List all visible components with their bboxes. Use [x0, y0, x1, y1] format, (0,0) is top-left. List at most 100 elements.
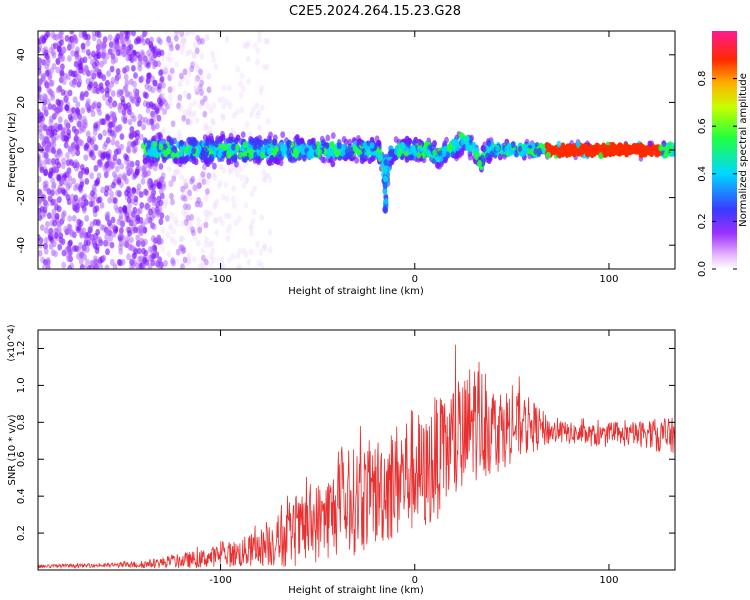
spectral-point — [66, 198, 72, 206]
spectral-point — [152, 164, 158, 172]
spectral-point — [252, 157, 258, 164]
spectral-point — [425, 148, 431, 156]
spectral-point — [537, 147, 542, 155]
spectral-point — [118, 240, 124, 248]
spectral-point — [259, 214, 265, 222]
spectral-point — [84, 142, 89, 150]
spectral-point — [129, 236, 134, 244]
spectral-point — [254, 102, 259, 109]
spectral-point — [453, 139, 459, 147]
spectral-point — [138, 228, 144, 235]
spectral-point — [205, 34, 211, 41]
spectral-point — [59, 69, 65, 77]
spectral-point — [139, 237, 145, 245]
figure-title: C2E5.2024.264.15.23.G28 — [289, 4, 461, 19]
spectral-point — [224, 98, 229, 106]
spectral-point — [87, 83, 92, 91]
spectral-point — [95, 236, 101, 243]
spectral-point — [150, 235, 156, 243]
spectral-point — [321, 139, 326, 147]
spectral-point — [497, 153, 503, 161]
spectral-point — [95, 228, 101, 236]
spectral-point — [201, 178, 207, 186]
spectral-point — [135, 188, 141, 195]
spectral-point — [151, 146, 157, 153]
spectral-point — [65, 152, 70, 159]
spectral-point — [203, 209, 208, 216]
spectral-point — [146, 62, 151, 69]
spectral-point — [255, 112, 260, 120]
spectral-point — [85, 258, 90, 266]
spectral-point — [206, 241, 212, 249]
spectral-point — [59, 55, 65, 63]
spectral-point — [221, 263, 227, 269]
spectral-point — [137, 60, 143, 68]
spectral-point — [151, 252, 157, 260]
spectral-point — [235, 134, 241, 142]
spectral-point — [129, 125, 135, 133]
spectral-point — [177, 31, 183, 36]
y-tick-label: 0.4 — [16, 488, 27, 504]
spectral-point — [146, 49, 152, 57]
spectral-point — [136, 37, 142, 45]
spectral-point — [132, 252, 137, 259]
spectral-point — [185, 214, 191, 222]
spectral-point — [158, 218, 164, 226]
spectral-point — [146, 148, 152, 156]
spectral-point — [228, 136, 234, 144]
spectral-point — [240, 131, 246, 139]
spectral-point — [233, 219, 239, 227]
spectral-point — [92, 129, 98, 136]
spectral-point — [143, 31, 148, 37]
spectral-point — [265, 117, 271, 125]
spectral-point — [218, 163, 224, 171]
spectral-point — [178, 236, 184, 243]
spectral-point — [38, 250, 43, 257]
spectral-point — [77, 184, 83, 192]
spectral-point — [159, 212, 165, 220]
spectral-point — [102, 143, 108, 151]
spectral-point — [196, 182, 202, 190]
spectral-point — [179, 173, 184, 181]
spectral-point — [234, 170, 240, 178]
spectral-point — [110, 162, 116, 169]
spectral-point — [167, 56, 173, 64]
spectral-point — [173, 216, 178, 224]
spectral-point — [48, 243, 54, 250]
spectral-point — [392, 154, 397, 162]
spectral-point — [119, 162, 125, 170]
spectral-point — [53, 250, 58, 258]
spectral-point — [90, 196, 96, 204]
spectral-point — [111, 112, 117, 119]
spectral-point — [166, 165, 172, 173]
spectral-point — [132, 219, 138, 227]
spectral-point — [248, 224, 254, 232]
spectral-point — [141, 247, 146, 255]
spectral-point — [242, 42, 247, 49]
spectral-point — [250, 217, 256, 225]
spectral-point — [212, 162, 217, 170]
spectral-point — [54, 158, 60, 166]
spectral-point — [214, 229, 219, 237]
spectral-point — [71, 177, 76, 185]
spectral-point — [185, 78, 190, 86]
spectral-point — [92, 100, 98, 108]
spectral-point — [118, 248, 124, 255]
spectral-point — [77, 113, 83, 120]
spectral-point — [111, 224, 117, 231]
spectral-point — [139, 49, 145, 57]
spectral-point — [56, 99, 62, 107]
spectral-point — [119, 133, 125, 141]
spectral-point — [42, 135, 48, 143]
y-tick-label: 1.2 — [16, 341, 27, 357]
snr-panel: -100 0 100 0.2 0.4 0.6 0.8 1.0 1.2 Height of st… — [7, 324, 676, 596]
spectral-point — [383, 159, 389, 166]
spectral-point — [119, 34, 125, 41]
spectral-point — [73, 184, 78, 192]
spectral-point — [653, 144, 659, 152]
spectral-point — [41, 264, 47, 269]
spectral-point — [141, 264, 147, 269]
spectral-point — [412, 139, 417, 147]
spectral-point — [546, 151, 551, 159]
